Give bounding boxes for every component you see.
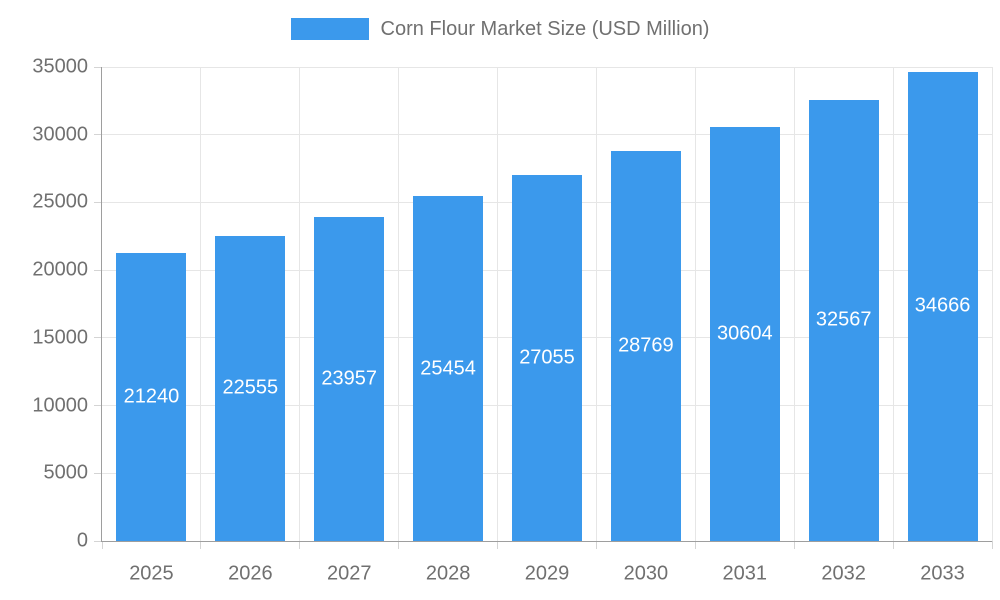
x-axis-line bbox=[101, 541, 992, 542]
h-gridline bbox=[102, 66, 992, 68]
v-gridline bbox=[694, 67, 696, 541]
y-axis-line bbox=[101, 67, 102, 541]
v-gridline bbox=[398, 67, 400, 541]
y-axis-tick bbox=[94, 201, 102, 203]
bar-2033 bbox=[907, 71, 978, 541]
y-axis-tick bbox=[94, 269, 102, 271]
y-axis-tick bbox=[94, 472, 102, 474]
y-axis-label: 35000 bbox=[32, 55, 88, 78]
bar-value-label: 22555 bbox=[222, 376, 279, 399]
legend-item[interactable]: Corn Flour Market Size (USD Million) bbox=[0, 18, 1000, 40]
v-gridline bbox=[793, 67, 795, 541]
bar-2027 bbox=[314, 216, 385, 541]
x-axis-tick bbox=[200, 541, 202, 549]
y-axis-label: 15000 bbox=[32, 326, 88, 349]
v-gridline bbox=[892, 67, 894, 541]
x-axis-label: 2025 bbox=[129, 562, 174, 585]
v-gridline bbox=[200, 67, 202, 541]
v-gridline bbox=[497, 67, 499, 541]
bar-2031 bbox=[709, 126, 780, 541]
x-axis-tick bbox=[892, 541, 894, 549]
x-axis-label: 2031 bbox=[722, 562, 768, 585]
y-axis-label: 30000 bbox=[32, 123, 88, 146]
x-axis-label: 2033 bbox=[920, 562, 965, 585]
v-gridline bbox=[299, 67, 301, 541]
x-axis-label: 2030 bbox=[623, 562, 669, 585]
bar-2025 bbox=[116, 253, 187, 541]
y-axis-tick bbox=[94, 66, 102, 68]
bar-2029 bbox=[512, 174, 582, 541]
x-axis-tick bbox=[694, 541, 696, 549]
x-axis-label: 2029 bbox=[524, 562, 570, 585]
x-axis-tick bbox=[793, 541, 795, 549]
bar-value-label: 30604 bbox=[716, 322, 773, 345]
bar-value-label: 23957 bbox=[321, 367, 378, 390]
bar-value-label: 28769 bbox=[618, 334, 674, 357]
x-axis-label: 2026 bbox=[228, 562, 273, 585]
bar-2030 bbox=[610, 151, 681, 541]
x-axis-tick bbox=[991, 541, 993, 549]
y-axis-label: 25000 bbox=[32, 190, 88, 213]
y-axis-label: 5000 bbox=[43, 461, 89, 484]
x-axis-tick bbox=[101, 541, 103, 549]
x-axis-tick bbox=[497, 541, 499, 549]
bar-value-label: 32567 bbox=[815, 308, 872, 331]
x-axis-tick bbox=[299, 541, 301, 549]
legend-swatch bbox=[290, 18, 369, 40]
y-axis-label: 0 bbox=[76, 529, 88, 552]
x-axis-label: 2028 bbox=[425, 562, 471, 585]
v-gridline bbox=[595, 67, 597, 541]
x-axis-label: 2027 bbox=[326, 562, 372, 585]
bar-2026 bbox=[215, 235, 286, 541]
y-axis-tick bbox=[94, 540, 102, 542]
h-gridline bbox=[102, 134, 992, 136]
y-axis-tick bbox=[94, 134, 102, 136]
v-gridline bbox=[991, 67, 993, 541]
bar-value-label: 34666 bbox=[914, 294, 971, 317]
bar-value-label: 25454 bbox=[420, 357, 476, 380]
x-axis-tick bbox=[398, 541, 400, 549]
bar-value-label: 27055 bbox=[519, 346, 575, 369]
y-axis-tick bbox=[94, 405, 102, 407]
y-axis-tick bbox=[94, 337, 102, 339]
x-axis-label: 2032 bbox=[821, 562, 866, 585]
legend-label: Corn Flour Market Size (USD Million) bbox=[380, 18, 710, 40]
bar-2032 bbox=[808, 99, 879, 541]
x-axis-tick bbox=[595, 541, 597, 549]
bar-2028 bbox=[413, 196, 484, 541]
bar-value-label: 21240 bbox=[123, 385, 180, 408]
y-axis-label: 20000 bbox=[32, 258, 88, 281]
y-axis-label: 10000 bbox=[32, 394, 88, 417]
